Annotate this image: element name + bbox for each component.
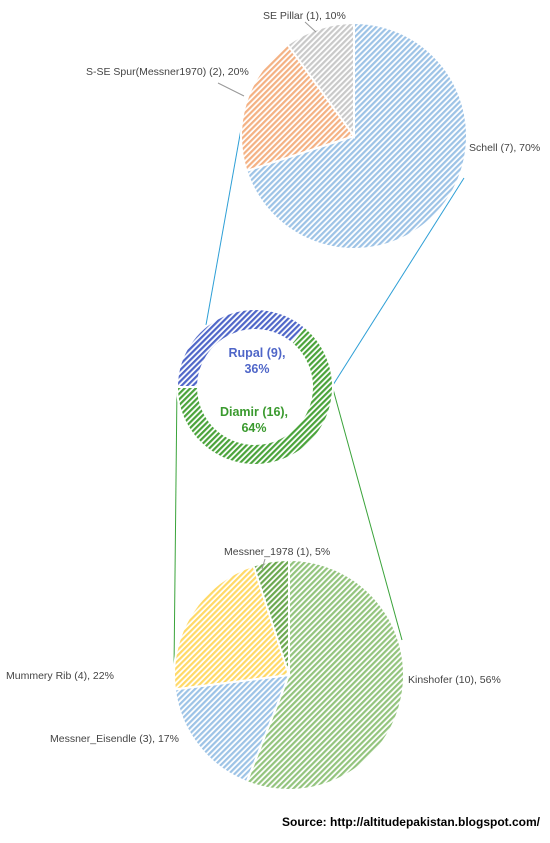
slice-label-messner-eisendle: Messner_Eisendle (3), 17% [50,733,179,745]
leader-line-se-pillar [304,21,317,33]
slice-label-mummery-rib: Mummery Rib (4), 22% [6,670,114,682]
connector-line-top-left [205,117,244,326]
bottom-pie-slice-mummery-rib [173,564,291,691]
top-pie-slice-s-se-spur-messner1970 [240,43,356,173]
slice-label-schell: Schell (7), 70% [469,142,540,154]
ring-label-diamir-line1: Diamir (16), [220,405,288,419]
ring-label-rupal-line2: 36% [244,362,269,376]
pie-slices [173,21,468,791]
slice-label-s-se-spur: S-SE Spur(Messner1970) (2), 20% [86,66,249,78]
bottom-pie-slice-messner-eisendle [173,673,291,784]
bottom-pie-slice-kinshofer [245,558,405,791]
ring-label-rupal-line1: Rupal (9), [229,346,286,360]
connector-line-top-right [332,177,465,386]
top-pie-slice-se-pillar [286,21,355,140]
leader-line-s-se-spur [217,82,245,97]
ring-label-diamir-line2: 64% [241,421,266,435]
slice-label-kinshofer: Kinshofer (10), 56% [408,674,501,686]
connector-lines [173,117,465,671]
bottom-pie-slice-messner-1978 [252,558,290,676]
ring-slice-diamir [175,325,334,466]
slice-label-se-pillar: SE Pillar (1), 10% [263,10,346,22]
top-pie-slice-schell [245,21,468,250]
connector-line-bottom-left [173,385,178,671]
leader-lines [217,21,317,570]
connector-line-bottom-right [332,388,403,641]
slice-label-messner-1978: Messner_1978 (1), 5% [224,546,330,558]
leader-line-messner-1978 [261,558,266,570]
source-credit: Source: http://altitudepakistan.blogspot… [281,815,540,829]
